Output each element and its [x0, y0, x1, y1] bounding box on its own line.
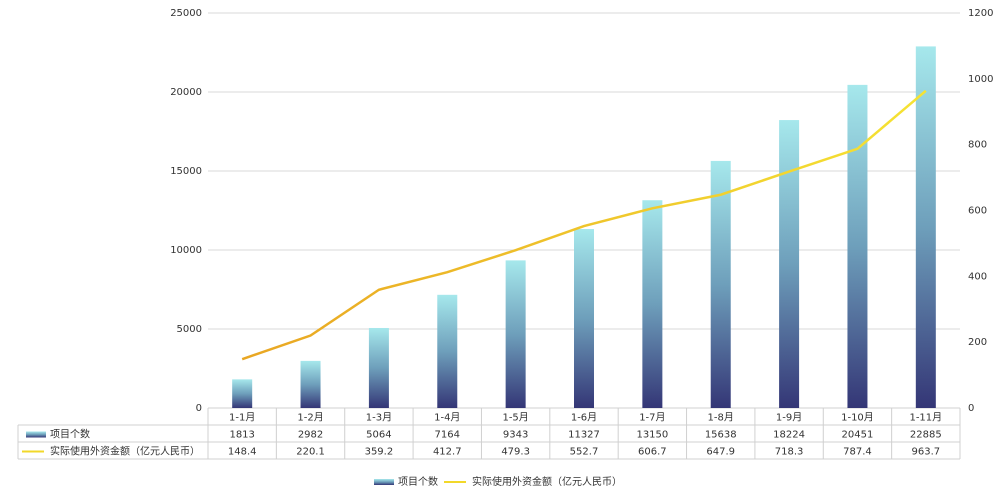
table-cell: 647.9 [706, 447, 735, 458]
bar [574, 229, 594, 408]
legend-label: 项目个数 [398, 475, 438, 488]
bar [642, 200, 663, 408]
y2-tick-label: 800 [968, 140, 987, 151]
table-cell: 15638 [705, 430, 737, 441]
table-row-header: 项目个数 [50, 428, 90, 441]
y-tick-label: 0 [196, 403, 202, 414]
table-cell: 359.2 [365, 447, 394, 458]
legend-swatch [26, 431, 46, 438]
table-cell: 7164 [435, 430, 460, 441]
x-tick-label: 1-10月 [841, 412, 874, 424]
x-tick-label: 1-9月 [776, 412, 802, 424]
table-cell: 1813 [229, 430, 254, 441]
table-cell: 148.4 [228, 447, 257, 458]
y2-tick-label: 400 [968, 271, 987, 282]
y2-tick-label: 1200 [968, 8, 993, 19]
y2-tick-label: 1000 [968, 74, 993, 85]
table-cell: 13150 [636, 430, 668, 441]
legend-label: 实际使用外资金额（亿元人民币） [472, 475, 622, 488]
y-tick-label: 25000 [170, 8, 202, 19]
table-cell: 552.7 [570, 447, 599, 458]
table-row-header: 实际使用外资金额（亿元人民币） [50, 445, 200, 458]
table-cell: 479.3 [501, 447, 530, 458]
y-tick-label: 10000 [170, 245, 202, 256]
bar [710, 160, 731, 408]
bar [505, 260, 526, 408]
x-tick-label: 1-7月 [639, 412, 665, 424]
y-tick-label: 5000 [177, 324, 202, 335]
bar [437, 294, 458, 408]
bar [847, 84, 868, 408]
y2-tick-label: 600 [968, 206, 987, 217]
bar [232, 379, 253, 408]
table-cell: 9343 [503, 430, 528, 441]
y2-tick-label: 200 [968, 337, 987, 348]
table-cell: 787.4 [843, 447, 872, 458]
x-tick-label: 1-8月 [708, 412, 734, 424]
legend-swatch [374, 479, 394, 485]
x-tick-label: 1-6月 [571, 412, 597, 424]
x-tick-label: 1-3月 [366, 412, 392, 424]
table-cell: 20451 [842, 430, 874, 441]
x-tick-label: 1-4月 [434, 412, 460, 424]
y-tick-label: 15000 [170, 166, 202, 177]
table-cell: 412.7 [433, 447, 462, 458]
line [241, 89, 927, 361]
y-tick-label: 20000 [170, 87, 202, 98]
y2-tick-label: 0 [968, 403, 974, 414]
x-tick-label: 1-11月 [909, 412, 942, 424]
table-cell: 22885 [910, 430, 942, 441]
table-cell: 963.7 [911, 447, 940, 458]
table-cell: 606.7 [638, 447, 667, 458]
table-cell: 18224 [773, 430, 805, 441]
table-cell: 2982 [298, 430, 323, 441]
x-tick-label: 1-5月 [502, 412, 528, 424]
table-cell: 5064 [366, 430, 391, 441]
bar [368, 327, 389, 408]
x-tick-label: 1-1月 [229, 412, 255, 424]
table-cell: 11327 [568, 430, 600, 441]
table-cell: 220.1 [296, 447, 325, 458]
bar [779, 120, 800, 409]
bar [915, 46, 936, 409]
x-tick-label: 1-2月 [297, 412, 323, 424]
table-cell: 718.3 [775, 447, 804, 458]
bar [300, 360, 321, 408]
